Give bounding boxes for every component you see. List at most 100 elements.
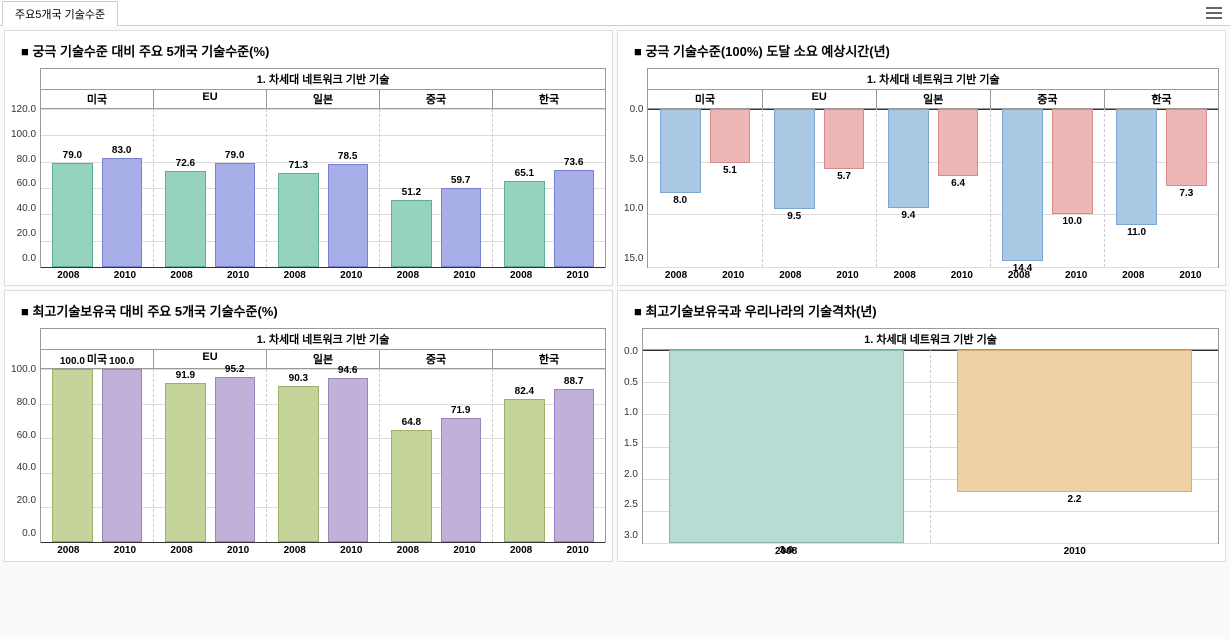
bar-value-label: 82.4	[515, 386, 534, 397]
xtick: 2008	[284, 270, 306, 281]
xtick: 2008	[57, 545, 79, 556]
chart4-plot: 3.0 2.2	[642, 349, 1219, 544]
bar: 65.1	[504, 181, 544, 267]
bar: 71.3	[278, 173, 318, 267]
bar: 100.0	[52, 369, 92, 542]
country-header: EU	[763, 89, 877, 108]
xtick: 2008	[510, 270, 532, 281]
bar-group: 3.0	[643, 350, 930, 543]
bar: 78.5	[328, 164, 368, 267]
ytick: 0.0	[22, 528, 36, 539]
bar-group: 9.4 6.4	[876, 109, 990, 267]
xtick: 2008	[397, 545, 419, 556]
bar: 2.2	[957, 350, 1192, 492]
country-header: 중국	[991, 89, 1105, 108]
bar-value-label: 78.5	[338, 151, 357, 162]
bar-value-label: 14.4	[1013, 263, 1032, 274]
ytick: 5.0	[630, 154, 644, 165]
country-header: 미국	[40, 349, 154, 368]
chart4-yaxis: 0.00.51.01.52.02.53.0	[624, 328, 642, 541]
chart1-plot: 79.083.072.679.071.378.551.259.765.173.6	[40, 108, 606, 268]
ytick: 2.0	[624, 469, 638, 480]
bar-value-label: 95.2	[225, 364, 244, 375]
country-header: EU	[154, 349, 267, 368]
xtick: 2008	[284, 545, 306, 556]
bar-value-label: 8.0	[673, 195, 687, 206]
bar-value-label: 6.4	[951, 178, 965, 189]
bar-value-label: 7.3	[1179, 188, 1193, 199]
chart1-yaxis: 120.0100.080.060.040.020.00.0	[11, 68, 40, 264]
menu-icon[interactable]	[1206, 4, 1222, 22]
bar-group: 9.5 5.7	[762, 109, 876, 267]
xtick: 2010	[567, 270, 589, 281]
panel-chart1: 궁극 기술수준 대비 주요 5개국 기술수준(%) 120.0 100.0 80.0…	[4, 30, 613, 286]
chart1-subtitle: 1. 차세대 네트워크 기반 기술	[40, 68, 606, 89]
bar: 5.7	[824, 109, 865, 169]
ytick: 20.0	[17, 228, 36, 239]
xtick: 2008	[57, 270, 79, 281]
xtick: 2010	[567, 545, 589, 556]
ytick: 10.0	[624, 203, 643, 214]
bar-group: 79.083.0	[41, 109, 153, 267]
chart1-xaxis: 2008201020082010200820102008201020082010	[40, 268, 606, 283]
bar-value-label: 79.0	[225, 150, 244, 161]
chart3-plot: 100.0100.091.995.290.394.664.871.982.488…	[40, 368, 606, 543]
panel-grid: 궁극 기술수준 대비 주요 5개국 기술수준(%) 120.0 100.0 80.0…	[0, 26, 1230, 566]
bar-group: 65.173.6	[492, 109, 605, 267]
country-header: 중국	[380, 89, 493, 108]
ytick: 3.0	[624, 530, 638, 541]
xtick: 2010	[340, 270, 362, 281]
ytick: 15.0	[624, 253, 643, 264]
xtick: 2010	[227, 545, 249, 556]
tab-main[interactable]: 주요5개국 기술수준	[2, 1, 118, 26]
ytick: 1.0	[624, 407, 638, 418]
ytick: 120.0	[11, 104, 36, 115]
chart4-title: 최고기술보유국과 우리나라의 기술격차(년)	[634, 301, 1219, 320]
xtick: 2010	[836, 270, 858, 281]
xtick: 2008	[397, 270, 419, 281]
bar-value-label: 71.3	[289, 160, 308, 171]
bar: 83.0	[102, 158, 142, 267]
bar: 3.0	[669, 350, 904, 543]
bar: 51.2	[391, 200, 431, 267]
bar: 11.0	[1116, 109, 1157, 225]
country-header: 일본	[267, 349, 380, 368]
panel-chart3: 최고기술보유국 대비 주요 5개국 기술수준(%) 100.080.060.04…	[4, 290, 613, 562]
xtick: 2010	[453, 545, 475, 556]
chart1-title: 궁극 기술수준 대비 주요 5개국 기술수준(%)	[21, 41, 606, 60]
xtick: 2010	[951, 270, 973, 281]
bar-group: 64.871.9	[379, 369, 492, 542]
ytick: 100.0	[11, 364, 36, 375]
xtick: 2008	[510, 545, 532, 556]
bar-value-label: 51.2	[402, 187, 421, 198]
xtick: 2010	[722, 270, 744, 281]
bar-group: 11.0 7.3	[1104, 109, 1218, 267]
chart2-country-header: 미국EU일본중국한국	[647, 89, 1219, 108]
chart2-plot: 8.05.19.55.79.46.414.410.011.07.3	[647, 108, 1219, 268]
bar: 9.4	[888, 109, 929, 208]
bar: 94.6	[328, 378, 368, 542]
bar-value-label: 91.9	[176, 370, 195, 381]
bar-value-label: 90.3	[289, 373, 308, 384]
ytick: 80.0	[17, 397, 36, 408]
ytick: 100.0	[11, 129, 36, 140]
bar-group: 100.0100.0	[41, 369, 153, 542]
bar-value-label: 100.0	[109, 356, 134, 367]
bar: 8.0	[660, 109, 701, 193]
bar-group: 2.2	[930, 350, 1218, 543]
bar-value-label: 10.0	[1063, 216, 1082, 227]
xtick: 2010	[340, 545, 362, 556]
bar: 59.7	[441, 188, 481, 267]
bar-value-label: 5.1	[723, 165, 737, 176]
bar-value-label: 72.6	[176, 158, 195, 169]
bar-value-label: 9.4	[901, 210, 915, 221]
bar-value-label: 9.5	[787, 211, 801, 222]
ytick: 80.0	[17, 154, 36, 165]
country-header: 한국	[493, 89, 606, 108]
bar: 95.2	[215, 377, 255, 542]
ytick: 60.0	[17, 430, 36, 441]
ytick: 0.0	[630, 104, 644, 115]
bar-group: 72.6 79.0	[153, 109, 266, 267]
bar-value-label: 100.0	[60, 356, 85, 367]
chart2-xaxis: 2008201020082010200820102008201020082010	[647, 268, 1219, 283]
